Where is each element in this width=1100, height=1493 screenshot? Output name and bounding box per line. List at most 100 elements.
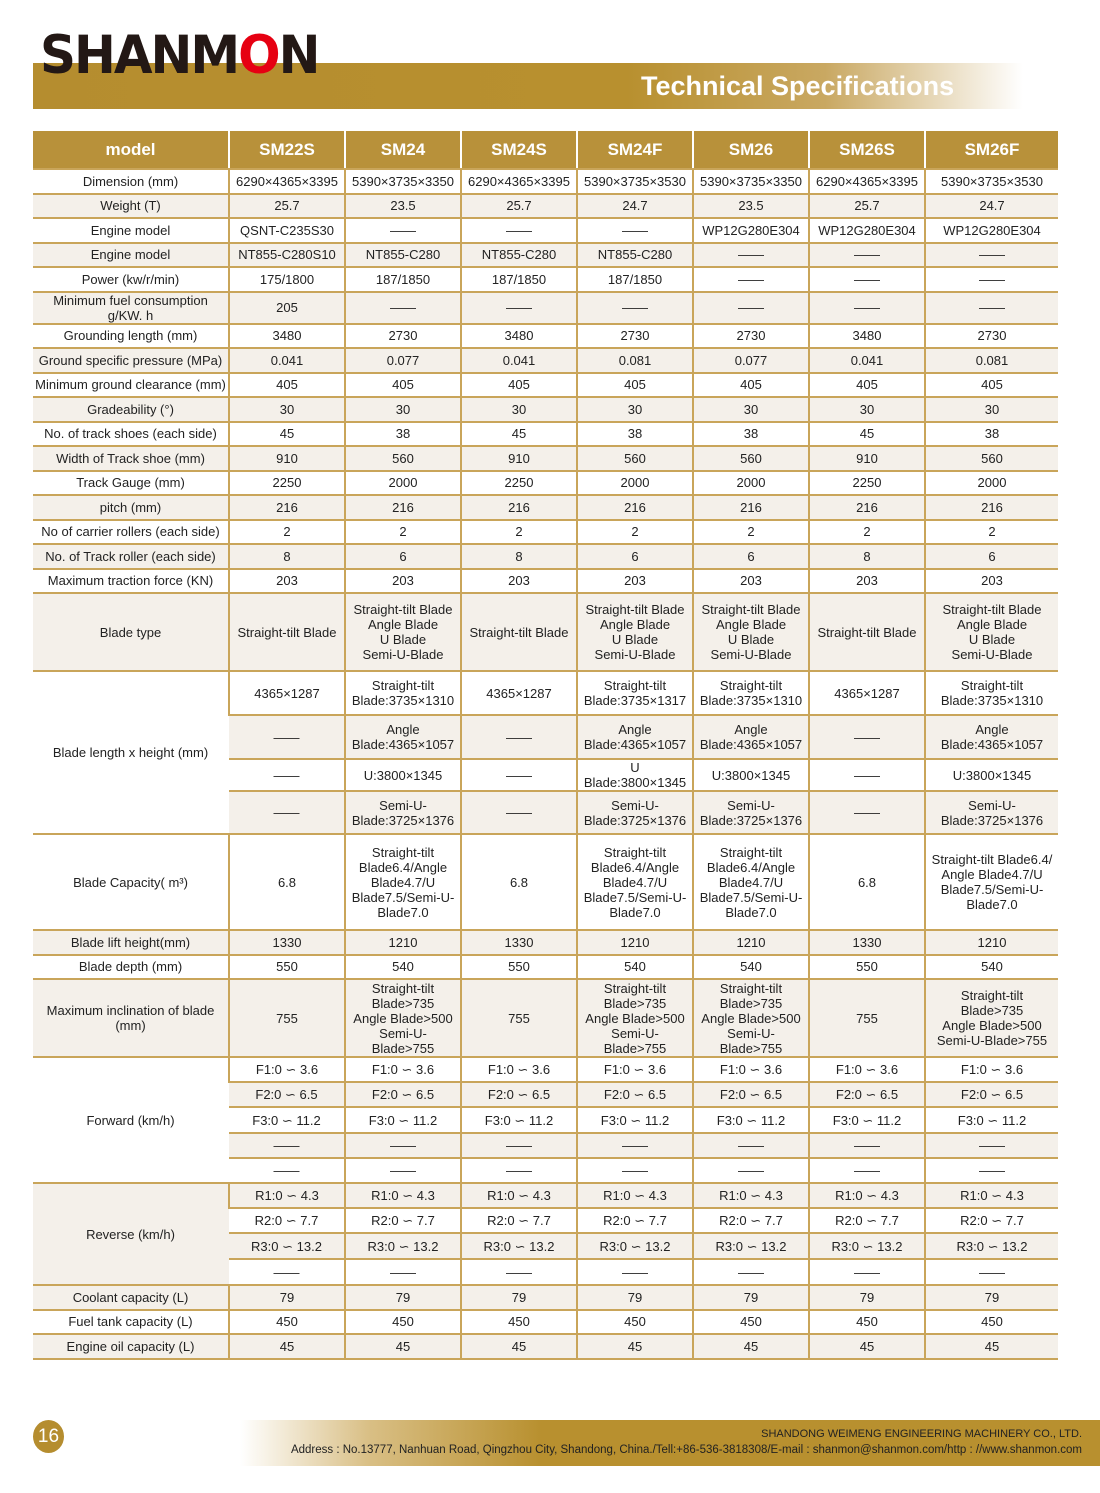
table-cell: —— [229,715,345,760]
table-cell: NT855-C280 [344,242,461,268]
table-cell: R3:0 ∽ 13.2 [692,1233,809,1260]
table-cell: —— [460,1259,577,1286]
table-cell: QSNT-C235S30 [228,218,345,244]
table-row: F3:0 ∽ 11.2 F3:0 ∽ 11.2 F3:0 ∽ 11.2 F3:0 ∽ … [33,1107,1058,1134]
table-cell: 203 [576,568,693,594]
table-cell: 45 [576,1334,693,1360]
table-cell: 216 [460,495,577,521]
table-cell: F2:0 ∽ 6.5 [692,1082,809,1108]
table-cell: F1:0 ∽ 3.6 [460,1057,577,1083]
table-cell: 79 [692,1285,809,1311]
table-cell: 8 [808,544,925,570]
table-cell: —— [344,1133,461,1159]
row-label: Coolant capacity (L) [33,1285,229,1311]
table-cell: Straight-tilt Blade6.4/Angle Blade4.7/U … [344,834,461,931]
table-cell: 8 [460,544,577,570]
shanmon-logo: SHANMON [40,24,321,86]
table-cell: 38 [692,421,809,447]
table-cell: 38 [576,421,693,447]
table-cell: 405 [924,372,1058,398]
table-cell: F1:0 ∽ 3.6 [692,1057,809,1083]
table-row: Blade Capacity( m³) 6.8 Straight-tilt Blad… [33,834,1058,931]
table-cell: 450 [228,1309,345,1335]
table-cell: 6.8 [228,834,345,931]
table-cell: 203 [808,568,925,594]
table-cell: 216 [808,495,925,521]
table-cell: —— [808,267,925,293]
table-cell: 405 [576,372,693,398]
table-cell: WP12G280E304 [924,218,1058,244]
table-cell: 2 [576,519,693,545]
table-cell: 540 [344,954,461,980]
table-cell: —— [692,1259,809,1286]
table-cell: 23.5 [692,193,809,219]
table-row: —— Angle Blade:4365×1057 —— Angle Blade:436… [33,715,1058,760]
table-row: —— —— —— —— —— —— —— [33,1259,1058,1286]
table-cell: 45 [460,1334,577,1360]
table-row: Minimum fuel consumption g/KW. h 205 —— —— —… [33,291,1058,325]
table-cell: 405 [228,372,345,398]
table-cell: —— [229,791,345,835]
table-cell: 0.077 [344,348,461,374]
table-cell: —— [229,1133,345,1159]
table-cell: R1:0 ∽ 4.3 [228,1183,345,1209]
table-cell: 2 [692,519,809,545]
table-cell: R2:0 ∽ 7.7 [924,1208,1058,1234]
company-name: SHANDONG WEIMENG ENGINEERING MACHINERY C… [761,1428,1082,1440]
row-label: Maximum inclination of blade (mm) [33,979,229,1058]
table-cell: 45 [692,1334,809,1360]
table-cell: F3:0 ∽ 11.2 [808,1107,925,1134]
column-header-sm26s: SM26S [808,131,925,170]
table-cell: 203 [692,568,809,594]
table-cell: 2 [344,519,461,545]
table-cell: —— [808,291,925,325]
table-cell: 2 [924,519,1058,545]
table-cell: 2000 [924,470,1058,496]
table-cell: R1:0 ∽ 4.3 [576,1183,693,1209]
row-label: Blade length x height (mm) [33,671,229,835]
row-label: Forward (km/h) [33,1057,229,1184]
table-cell: —— [808,1158,925,1184]
column-header-sm24: SM24 [344,131,461,170]
table-cell: Semi-U- Blade:3725×1376 [924,791,1058,835]
page-number: 16 [33,1420,64,1453]
table-cell: 45 [228,421,345,447]
table-cell: —— [924,1158,1058,1184]
table-row: Fuel tank capacity (L) 450 450 450 450 450 450… [33,1309,1058,1335]
table-cell: 30 [460,397,577,423]
table-cell: 5390×3735×3350 [344,169,461,195]
table-cell: F3:0 ∽ 11.2 [924,1107,1058,1134]
table-cell: 560 [344,446,461,472]
table-cell: —— [692,267,809,293]
table-cell: 560 [924,446,1058,472]
table-row: Maximum inclination of blade (mm) 755 Stra… [33,979,1058,1058]
table-cell: Straight-tilt Blade>735 Angle Blade>500 … [344,979,461,1058]
table-cell: R1:0 ∽ 4.3 [692,1183,809,1209]
table-cell: 910 [808,446,925,472]
table-cell: F2:0 ∽ 6.5 [924,1082,1058,1108]
table-cell: 405 [692,372,809,398]
table-cell: 450 [344,1309,461,1335]
table-cell: 4365×1287 [808,671,925,716]
table-cell: 2 [228,519,345,545]
table-cell: 1210 [576,930,693,956]
row-label: Track Gauge (mm) [33,470,229,496]
table-cell: R3:0 ∽ 13.2 [229,1233,345,1260]
row-label: Dimension (mm) [33,169,229,195]
table-cell: —— [344,218,461,244]
table-cell: 8 [228,544,345,570]
table-cell: Straight-tilt Blade:3735×1317 [576,671,693,716]
table-cell: 755 [228,979,345,1058]
table-cell: —— [576,1259,693,1286]
table-cell: R1:0 ∽ 4.3 [344,1183,461,1209]
table-cell: Semi-U- Blade:3725×1376 [692,791,809,835]
table-cell: 79 [228,1285,345,1311]
table-cell: Straight-tilt Blade6.4/Angle Blade4.7/U … [576,834,693,931]
table-cell: 2250 [460,470,577,496]
table-cell: 45 [228,1334,345,1360]
table-cell: 79 [576,1285,693,1311]
table-cell: Straight-tilt Blade Angle Blade U Blade … [576,593,693,672]
table-cell: 79 [808,1285,925,1311]
table-cell: —— [808,1133,925,1159]
table-cell: 910 [460,446,577,472]
